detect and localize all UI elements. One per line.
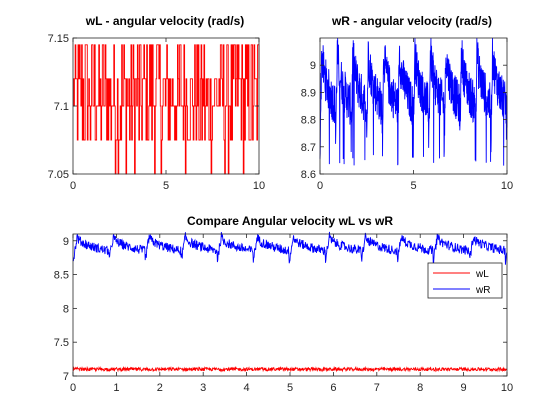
- legend: wL wR: [427, 262, 503, 299]
- compare-xtick-label: 4: [244, 382, 250, 394]
- wr-xtick-label: 10: [501, 180, 513, 192]
- compare-ytick-label: 8.5: [54, 270, 69, 282]
- compare-xtick-label: 2: [157, 382, 163, 394]
- compare-ytick-label: 8: [63, 303, 69, 315]
- compare-wr-line: [72, 231, 508, 265]
- wl-ytick-label: 7.05: [48, 169, 69, 181]
- subplot-compare-yticks: 7 7.5 8 8.5 9: [54, 236, 69, 383]
- legend-label-wr: wR: [475, 285, 490, 296]
- wl-xtick-label: 10: [253, 180, 265, 192]
- wr-xtick-label: 5: [410, 180, 416, 192]
- compare-xtick-label: 1: [113, 382, 119, 394]
- compare-xtick-label: 9: [461, 382, 467, 394]
- compare-ytick-label: 7: [63, 371, 69, 383]
- wr-ytick-label: 8.6: [301, 169, 316, 181]
- compare-ytick-label: 9: [63, 236, 69, 248]
- wl-line: [73, 44, 260, 175]
- compare-wl-line: [72, 365, 508, 373]
- subplot-compare-xticks: 0 1 2 3 4 5 6 7 8 9 10: [70, 382, 513, 394]
- compare-xtick-label: 0: [70, 382, 76, 394]
- compare-xtick-label: 7: [374, 382, 380, 394]
- subplot-wl-title: wL - angular velocity (rad/s): [85, 14, 244, 28]
- wl-series: [73, 44, 260, 175]
- subplot-wl-xticks: 0 5 10: [70, 180, 265, 192]
- compare-series: [72, 231, 508, 373]
- compare-xtick-label: 3: [200, 382, 206, 394]
- subplot-wr: wR - angular velocity (rad/s) 0 5 10 8.6…: [301, 14, 513, 192]
- subplot-wl-yticks: 7.05 7.1 7.15: [48, 33, 69, 181]
- wl-xtick-label: 0: [70, 180, 76, 192]
- legend-label-wl: wL: [475, 269, 489, 280]
- compare-xtick-label: 8: [417, 382, 423, 394]
- compare-xtick-label: 6: [330, 382, 336, 394]
- subplot-compare-title: Compare Angular velocity wL vs wR: [187, 214, 393, 228]
- wr-line: [319, 37, 508, 166]
- wl-ytick-label: 7.1: [54, 101, 69, 113]
- wl-xtick-label: 5: [163, 180, 169, 192]
- compare-xtick-label: 10: [501, 382, 513, 394]
- subplot-wr-xticks: 0 5 10: [317, 180, 513, 192]
- wr-ytick-label: 8.9: [301, 87, 316, 99]
- wr-ytick-label: 8.8: [301, 115, 316, 127]
- subplot-wl: wL - angular velocity (rad/s) 0 5 10 7.0…: [48, 14, 266, 192]
- legend-box: [427, 262, 503, 299]
- subplot-wr-title: wR - angular velocity (rad/s): [331, 14, 492, 28]
- wr-xtick-label: 0: [317, 180, 323, 192]
- subplot-compare: Compare Angular velocity wL vs wR 0 1 2 …: [54, 214, 513, 394]
- wr-ytick-label: 9: [310, 60, 316, 72]
- subplot-wr-yticks: 8.6 8.7 8.8 8.9 9: [301, 60, 316, 181]
- wl-ytick-label: 7.15: [48, 33, 69, 45]
- wr-ytick-label: 8.7: [301, 142, 316, 154]
- compare-xtick-label: 5: [287, 382, 293, 394]
- wr-series: [319, 37, 508, 166]
- compare-ytick-label: 7.5: [54, 337, 69, 349]
